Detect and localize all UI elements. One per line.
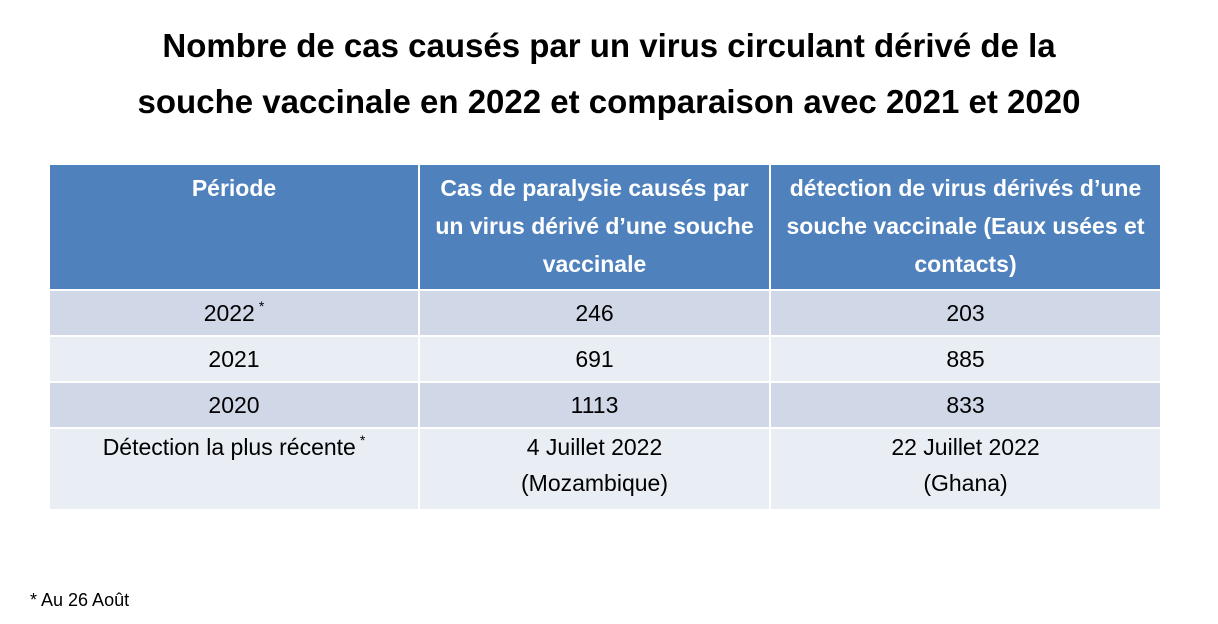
- cell-line: 833: [946, 392, 985, 418]
- cell: 885: [769, 335, 1162, 383]
- title-line: souche vaccinale en 2022 et comparaison …: [137, 83, 1081, 120]
- row: 2020 1113 833: [48, 381, 1162, 429]
- row-label: Détection la plus récente: [102, 434, 356, 460]
- header-row: Période Cas de paralysie causés par un vi…: [48, 163, 1162, 291]
- row-label-cell: Détection la plus récente *: [48, 427, 420, 511]
- row-label-cell: 2022 *: [48, 289, 420, 337]
- cell: 22 Juillet 2022 (Ghana): [769, 427, 1162, 511]
- cell-line: 691: [575, 346, 614, 372]
- title: Nombre de cas causés par un virus circul…: [0, 18, 1218, 130]
- column-header: Période: [48, 163, 420, 291]
- row-label-cell: 2020: [48, 381, 420, 429]
- cell: 833: [769, 381, 1162, 429]
- note-marker: *: [258, 298, 265, 314]
- cell: 1113: [418, 381, 771, 429]
- cell-line: 4 Juillet 2022: [526, 434, 663, 460]
- row-label-cell: 2021: [48, 335, 420, 383]
- footnote: * Au 26 Août: [30, 590, 130, 610]
- row: 2022 * 246 203: [48, 289, 1162, 337]
- row-label: 2021: [208, 346, 260, 372]
- cell-line: 203: [946, 300, 985, 326]
- row-label: 2020: [208, 392, 260, 418]
- table: Période Cas de paralysie causés par un vi…: [48, 163, 1162, 511]
- cell-line: (Mozambique): [521, 470, 668, 496]
- row: 2021 691 885: [48, 335, 1162, 383]
- cell: 691: [418, 335, 771, 383]
- row-label: 2022: [203, 300, 255, 326]
- cell-line: 22 Juillet 2022: [891, 434, 1040, 460]
- cell-line: 1113: [570, 392, 619, 418]
- note-marker: *: [359, 432, 366, 448]
- cell: 203: [769, 289, 1162, 337]
- cell-line: 885: [946, 346, 985, 372]
- column-header: Cas de paralysie causés par un virus dér…: [418, 163, 771, 291]
- title-line: Nombre de cas causés par un virus circul…: [162, 27, 1056, 64]
- cell: 4 Juillet 2022 (Mozambique): [418, 427, 771, 511]
- cell-line: (Ghana): [923, 470, 1008, 496]
- cell: 246: [418, 289, 771, 337]
- column-header: détection de virus dérivés d’une souche …: [769, 163, 1162, 291]
- cell-line: 246: [575, 300, 614, 326]
- row: Détection la plus récente * 4 Juillet 2022…: [48, 427, 1162, 511]
